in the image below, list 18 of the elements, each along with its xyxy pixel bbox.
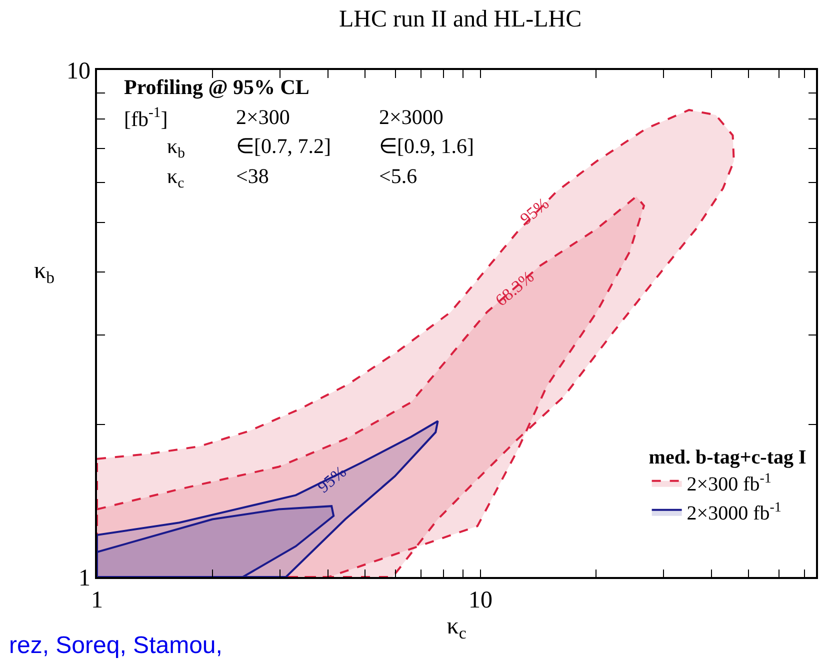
x-axis-title: κ$_{c}$ [167, 164, 185, 192]
legend-title: med. b-tag+c-tag I [648, 446, 807, 468]
annotation: ∈[0.7, 7.2] [236, 134, 331, 158]
text: rez, Soreq, Stamou, [9, 632, 222, 659]
annotation: ∈[0.9, 1.6] [379, 134, 474, 158]
annotation: <38 [236, 164, 269, 188]
annotation: Profiling @ 95% CL [124, 75, 310, 99]
text: κ$_{b}$ [34, 258, 54, 288]
legend-label: 2×3000 fb$^{-1}$ [686, 500, 782, 525]
text: κ$_{c}$ [446, 613, 466, 642]
annotation: 2×3000 [379, 105, 444, 129]
annotation: 2×300 [236, 105, 290, 129]
y-axis-title: κ$_{b}$ [167, 134, 185, 162]
annotation: [fb$^{-1}$] [124, 105, 168, 131]
annotation: 95% [516, 194, 553, 228]
legend-label: 2×300 fb$^{-1}$ [686, 471, 772, 496]
annotation: <5.6 [379, 164, 418, 188]
chart-title: LHC run II and HL-LHC [339, 6, 582, 33]
